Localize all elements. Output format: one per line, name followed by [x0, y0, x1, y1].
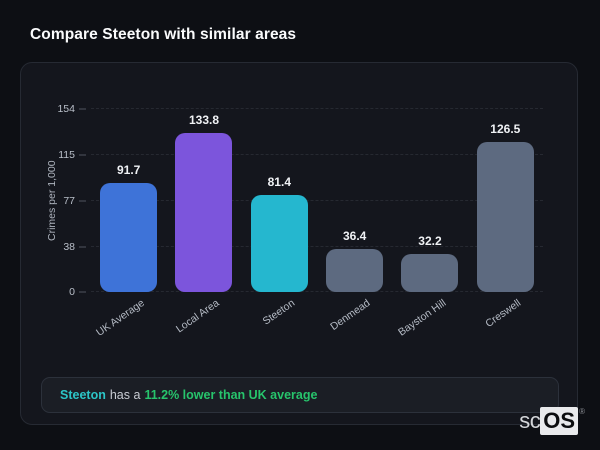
y-tick-mark: [79, 108, 86, 110]
bar-value-label: 81.4: [267, 175, 291, 190]
y-tick-label: 154: [57, 103, 75, 115]
bar-denmead[interactable]: 36.4: [326, 229, 384, 292]
y-tick-label: 0: [69, 286, 75, 298]
x-axis-label: Steeton: [260, 297, 298, 328]
gridline: [91, 291, 543, 292]
bar-bayston-hill[interactable]: 32.2: [401, 234, 459, 292]
x-axis-label: Local Area: [174, 297, 222, 336]
registered-trademark-icon: ®: [579, 407, 585, 416]
bar-value-label: 126.5: [490, 121, 521, 136]
gridline: [91, 199, 543, 201]
x-axis-label: Denmead: [328, 297, 373, 333]
bar-slot: 126.5 Creswell: [468, 109, 543, 330]
bar-value-label: 133.8: [188, 113, 219, 128]
plot-area: 0 38 77 115 154 91.7 UK Average 133.8 Local Area…: [57, 103, 543, 339]
bar-slot: 81.4 Steeton: [242, 109, 317, 328]
scos-logo: sc OS ®: [519, 407, 585, 435]
logo-prefix: sc: [519, 408, 541, 433]
bar-slot: 32.2 Bayston Hill: [392, 109, 467, 339]
x-axis-label: Creswell: [483, 297, 524, 330]
bar-slot: 36.4 Denmead: [317, 109, 392, 333]
note-highlight-text: 11.2% lower than UK average: [144, 388, 318, 402]
note-area-name: Steeton: [60, 388, 106, 402]
logo-suffix: OS: [540, 407, 579, 435]
bar-uk-average[interactable]: 91.7: [100, 163, 158, 292]
gridline: [91, 108, 543, 109]
chart-card: Crimes per 1,000 0 38 77 115 154 91.7 UK Avera…: [20, 62, 578, 425]
y-tick-label: 115: [58, 149, 75, 162]
y-tick-mark: [79, 154, 86, 156]
gridline: [91, 245, 543, 247]
bar-slot: 91.7 UK Average: [91, 109, 166, 339]
gridline: [91, 154, 543, 156]
comparison-note: Steeton has a 11.2% lower than UK averag…: [41, 377, 559, 413]
y-tick-label: 77: [63, 194, 75, 207]
bar-value-label: 91.7: [116, 163, 141, 178]
bar-steeton[interactable]: 81.4: [250, 175, 308, 292]
bar-slot: 133.8 Local Area: [166, 109, 241, 335]
y-tick-label: 38: [63, 240, 75, 253]
bar-value-label: 36.4: [342, 228, 367, 243]
y-tick-mark: [79, 246, 86, 248]
x-axis-label: Bayston Hill: [395, 297, 448, 339]
bar-local-area[interactable]: 133.8: [175, 113, 233, 292]
y-tick-mark: [79, 200, 86, 201]
x-axis-label: UK Average: [93, 297, 147, 339]
bar-value-label: 32.2: [418, 233, 442, 248]
page-title: Compare Steeton with similar areas: [30, 26, 297, 43]
note-middle-text: has a: [109, 388, 141, 402]
y-axis-label: Crimes per 1,000: [46, 160, 58, 241]
y-tick-mark: [79, 291, 86, 293]
bar-creswell[interactable]: 126.5: [476, 122, 534, 292]
